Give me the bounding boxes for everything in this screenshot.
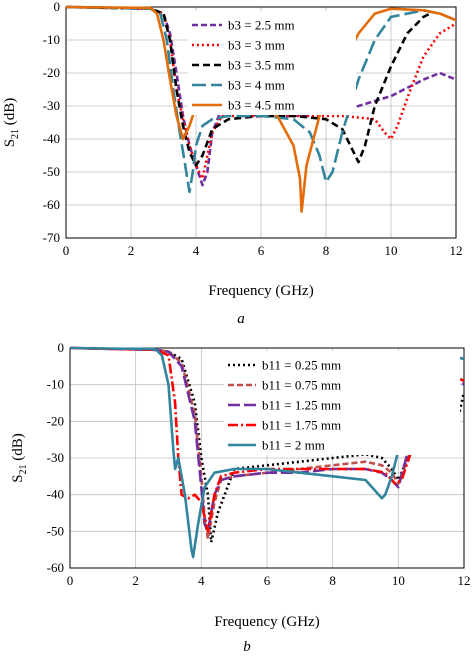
y-axis-title-main-a: S (2, 139, 18, 147)
x-tick-label: 10 (392, 573, 405, 588)
y-tick-label: -40 (47, 487, 64, 502)
panel-label-a: a (237, 311, 245, 327)
y-tick-label: -60 (43, 197, 60, 212)
y-axis-title-sub-a: 21 (10, 129, 21, 139)
y-tick-label: -50 (47, 523, 64, 538)
y-tick-label: -30 (47, 450, 64, 465)
x-tick-label: 4 (198, 573, 205, 588)
y-axis-title-sub-b: 21 (18, 464, 29, 474)
x-ticks-a: 0 2 4 6 8 10 12 (63, 243, 463, 258)
grid-a (65, 6, 457, 239)
y-axis-title-unit-a: (dB) (2, 98, 18, 129)
y-tick-label: 0 (54, 0, 61, 14)
legend-label: b11 = 1.25 mm (262, 398, 341, 413)
x-tick-label: 10 (385, 243, 398, 258)
x-axis-title-b: Frequency (GHz) (214, 614, 319, 630)
y-ticks-b: 0 -10 -20 -30 -40 -50 -60 (47, 340, 64, 575)
y-axis-title-main-b: S (10, 474, 26, 482)
y-tick-label: -30 (43, 98, 60, 113)
x-ticks-b: 0 2 4 6 8 10 12 (67, 573, 471, 588)
legend-label: b11 = 1.75 mm (262, 418, 341, 433)
legend-background (224, 351, 460, 455)
x-tick-label: 12 (458, 573, 471, 588)
x-tick-label: 0 (63, 243, 70, 258)
y-tick-label: -70 (43, 230, 60, 245)
x-tick-label: 6 (264, 573, 271, 588)
legend-a: b3 = 2.5 mm b3 = 3 mm b3 = 3.5 mm b3 = 4 mm… (188, 11, 356, 115)
legend-label: b11 = 0.25 mm (262, 358, 341, 373)
y-tick-label: 0 (58, 340, 65, 355)
x-tick-label: 6 (258, 243, 265, 258)
x-tick-label: 8 (329, 573, 336, 588)
x-tick-label: 0 (67, 573, 74, 588)
y-tick-label: -40 (43, 131, 60, 146)
x-axis-title-a: Frequency (GHz) (208, 283, 313, 299)
y-ticks-a: 0 -10 -20 -30 -40 -50 -60 -70 (43, 0, 60, 245)
y-tick-label: -20 (47, 413, 64, 428)
series-line-4 (66, 5, 456, 194)
x-tick-label: 4 (193, 243, 200, 258)
legend-background (188, 11, 356, 115)
legend-label: b11 = 2 mm (262, 438, 325, 453)
legend-label: b3 = 4.5 mm (228, 98, 295, 113)
y-tick-label: -60 (47, 560, 64, 575)
y-axis-title-unit-b: (dB) (10, 433, 26, 464)
legend-label: b3 = 2.5 mm (228, 18, 295, 33)
plot-frame-a (65, 6, 457, 239)
x-tick-label: 12 (450, 243, 463, 258)
series-line-2 (66, 5, 456, 180)
y-axis-title-b: S21 (dB) (10, 433, 29, 483)
y-tick-label: -50 (43, 164, 60, 179)
legend-label: b3 = 4 mm (228, 78, 285, 93)
x-tick-label: 2 (128, 243, 135, 258)
legend-label: b11 = 0.75 mm (262, 378, 341, 393)
legend-label: b3 = 3 mm (228, 38, 285, 53)
chart-panel-b: 0 -10 -20 -30 -40 -50 -60 0 2 4 6 8 10 12 S21 (dB) F… (10, 340, 471, 655)
plot-frame-b (69, 347, 465, 569)
chart-panel-a: 0 -10 -20 -30 -40 -50 -60 -70 0 2 4 6 8 10 12 S21 (dB… (2, 0, 463, 327)
y-tick-label: -10 (43, 32, 60, 47)
y-axis-title-a: S21 (dB) (2, 98, 21, 148)
y-tick-label: -10 (47, 377, 64, 392)
y-tick-label: -20 (43, 65, 60, 80)
legend-label: b3 = 3.5 mm (228, 58, 295, 73)
legend-b: b11 = 0.25 mm b11 = 0.75 mm b11 = 1.25 mm b… (224, 351, 460, 455)
x-tick-label: 8 (323, 243, 330, 258)
x-tick-label: 2 (132, 573, 139, 588)
panel-label-b: b (243, 639, 251, 655)
